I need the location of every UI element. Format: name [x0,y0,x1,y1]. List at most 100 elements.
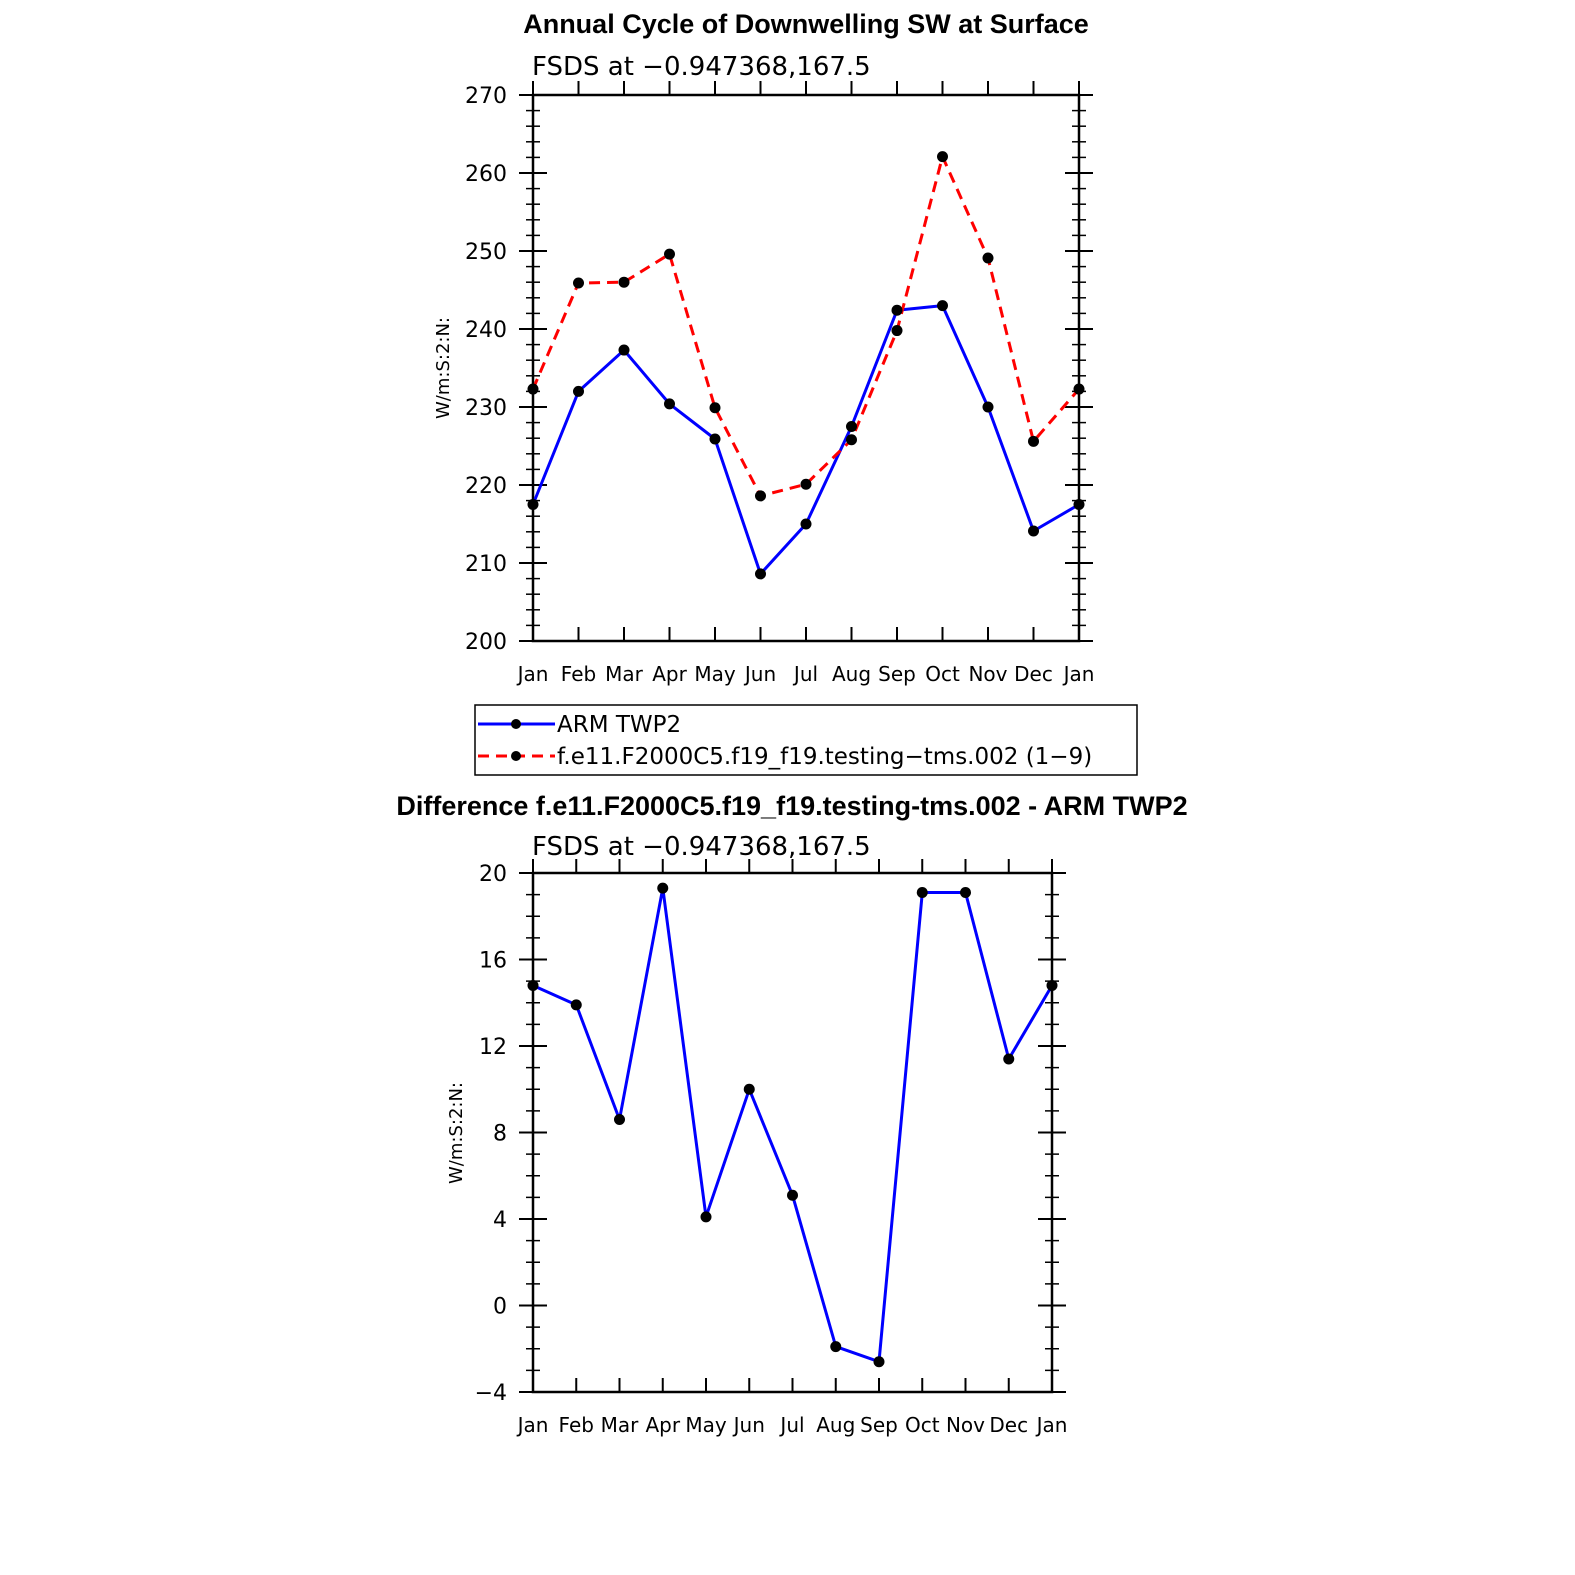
data-point-series-1 [846,434,857,446]
data-point-series-1 [573,277,584,289]
x-tick-label: Aug [816,1413,855,1437]
data-point-series-0 [1028,525,1039,537]
data-point-series-0 [846,421,857,432]
x-tick-label: Sep [860,1413,898,1437]
data-point-series-0 [916,886,928,898]
x-tick-label: Jan [516,1413,549,1437]
x-tick-label: Mar [605,662,644,686]
y-tick-label: 210 [465,552,507,577]
plot-frame [531,871,1054,1394]
series-line-1 [531,155,1081,498]
x-tick-label: Jan [1035,1413,1068,1437]
data-point-series-0 [787,1189,798,1201]
data-point-series-0 [614,1114,625,1126]
y-tick-label: −4 [475,1381,507,1406]
data-point-series-0 [755,568,766,580]
plot-axes: −4 0 4 8 12 16 20 Jan Feb Mar Apr May Jun Jul Aug Sep Oc… [475,859,1068,1437]
data-point-series-0 [709,433,721,445]
y-axis-label: W/m:S:2:N: [446,1082,467,1184]
data-point-series-0 [873,1356,885,1368]
data-point-series-0 [618,344,630,356]
data-point-series-0 [664,398,675,410]
y-tick-label: 4 [493,1208,507,1233]
x-tick-label: Jul [778,1413,804,1437]
data-point-series-1 [982,252,994,264]
plot-marks [527,882,1058,1368]
x-tick-label: Apr [645,1413,680,1437]
x-tick-label: Jan [1062,662,1095,686]
data-point-series-0 [982,401,994,413]
legend-label-model: f.e11.F2000C5.f19_f19.testing−tms.002 (1… [557,744,1092,770]
y-tick-label: 8 [493,1122,507,1147]
series-line-0 [532,886,1054,1364]
x-tick-label: Feb [561,662,596,686]
y-axis-label: W/m:S:2:N: [433,317,454,419]
annual-cycle-chart: Annual Cycle of Downwelling SW at Surfac… [433,9,1094,686]
data-point-series-0 [891,304,903,316]
data-point-series-1 [709,402,721,414]
data-point-series-0 [527,499,539,510]
chart-subtitle: FSDS at −0.947368,167.5 [532,832,871,862]
x-tick-label: Nov [946,1413,985,1437]
data-point-series-0 [937,300,948,312]
y-tick-label: 200 [465,630,507,655]
data-point-series-1 [527,383,539,395]
difference-chart: Difference f.e11.F2000C5.f19_f19.testing… [396,791,1187,1437]
data-point-series-1 [664,248,675,260]
y-tick-label: 270 [465,84,507,109]
plot-frame [531,93,1081,643]
y-tick-label: 250 [465,240,507,265]
y-tick-label: 220 [465,474,507,499]
data-point-series-0 [960,886,971,898]
legend: ARM TWP2 f.e11.F2000C5.f19_f19.testing−t… [474,704,1138,776]
x-tick-label: Apr [652,662,687,686]
data-point-series-0 [527,979,539,991]
data-point-series-1 [1028,435,1039,447]
legend-marker-arm [511,719,521,729]
legend-label-arm: ARM TWP2 [557,712,681,738]
x-tick-label: Oct [905,1413,940,1437]
data-point-series-0 [657,882,669,894]
data-point-series-1 [1073,383,1085,395]
y-tick-label: 230 [465,396,507,421]
data-point-series-0 [1046,979,1058,991]
series-line-0 [531,304,1080,576]
data-point-series-0 [570,999,582,1011]
legend-box [474,704,1138,776]
x-tick-label: Jan [516,662,549,686]
data-point-series-1 [800,478,812,490]
x-tick-label: May [694,662,736,686]
data-point-series-0 [800,518,812,530]
y-tick-label: 240 [465,318,507,343]
x-tick-label: May [685,1413,727,1437]
y-tick-label: 16 [479,949,507,974]
x-tick-label: Mar [601,1413,640,1437]
x-tick-label: Sep [878,662,916,686]
y-tick-label: 20 [479,862,507,887]
data-point-series-1 [755,490,766,502]
y-tick-label: 260 [465,162,507,187]
legend-marker-model [511,751,521,761]
plot-marks [527,151,1085,580]
x-tick-label: Jun [732,1413,765,1437]
x-tick-label: Nov [968,662,1007,686]
data-point-series-0 [700,1211,712,1223]
chart-title: Difference f.e11.F2000C5.f19_f19.testing… [396,791,1187,821]
chart-subtitle: FSDS at −0.947368,167.5 [532,52,871,82]
x-tick-label: Dec [989,1413,1028,1437]
x-tick-label: Dec [1014,662,1053,686]
data-point-series-0 [573,385,584,397]
data-point-series-1 [618,276,630,288]
plot-axes: 200 210 220 230 240 250 260 270 Jan Feb Mar Apr May J… [465,81,1094,686]
chart-title: Annual Cycle of Downwelling SW at Surfac… [523,9,1089,39]
y-tick-label: 0 [493,1295,507,1320]
x-tick-label: Aug [832,662,871,686]
data-point-series-0 [743,1083,755,1095]
data-point-series-0 [830,1341,842,1353]
data-point-series-0 [1003,1053,1015,1065]
data-point-series-1 [937,151,948,163]
data-point-series-0 [1073,499,1085,510]
data-point-series-1 [891,325,903,337]
x-tick-label: Jul [792,662,818,686]
